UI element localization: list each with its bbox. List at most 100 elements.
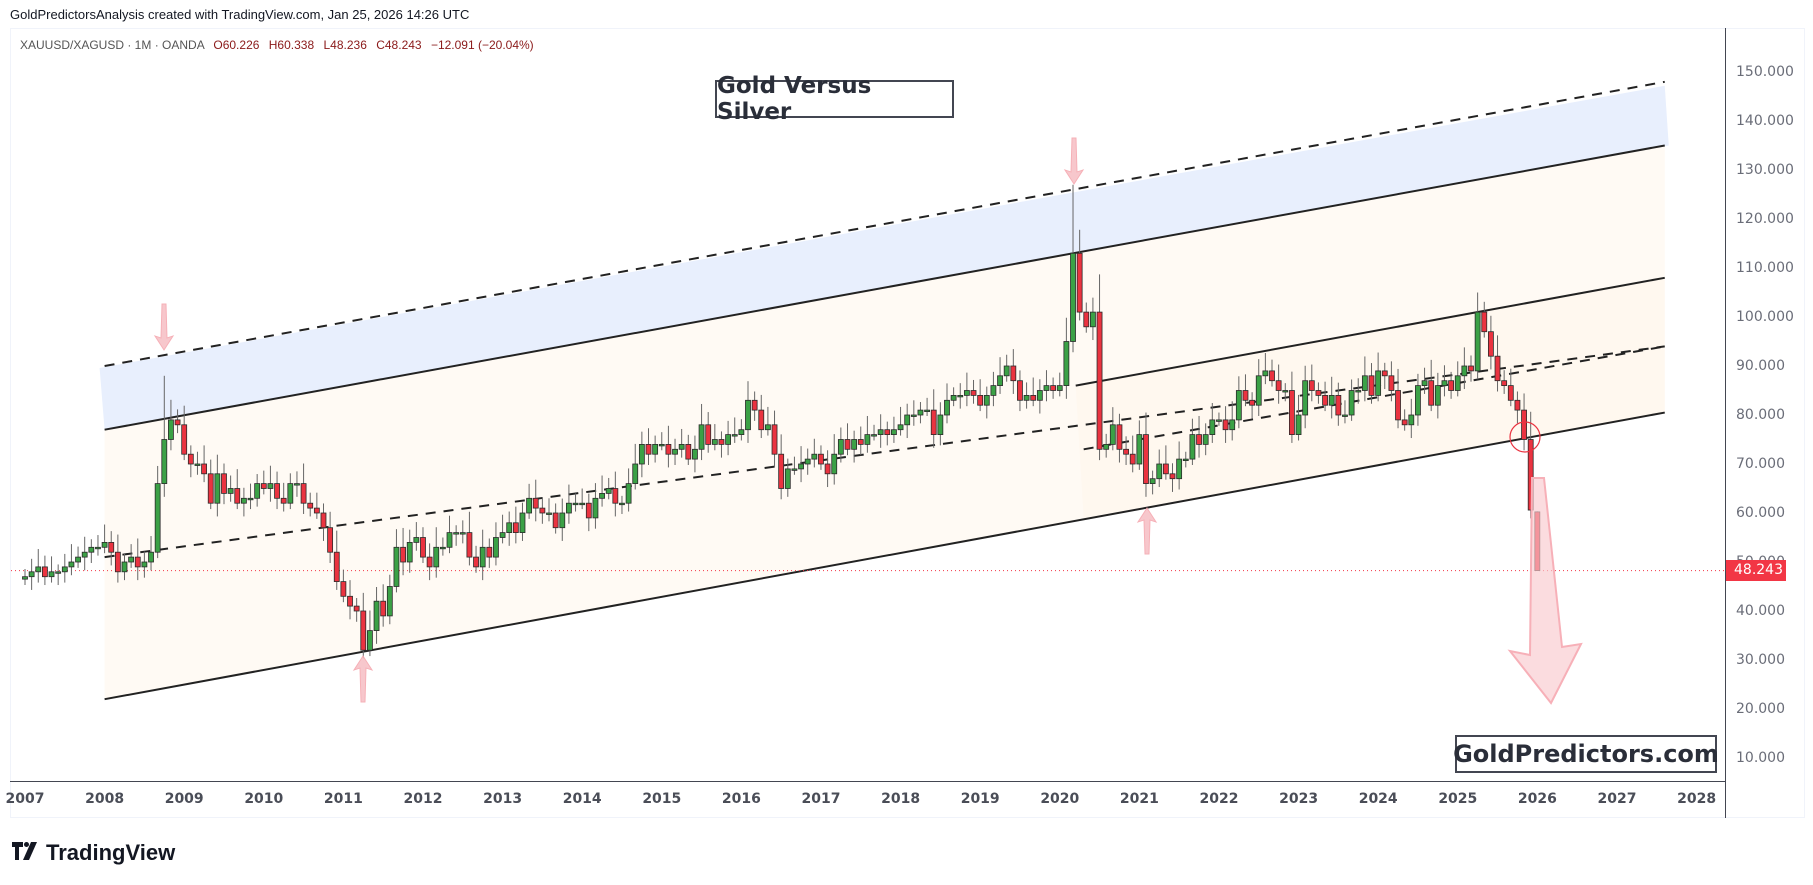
candle [937, 402, 944, 446]
candle-body-up [1235, 390, 1242, 421]
candle [479, 529, 486, 581]
candle-body-up [1295, 414, 1302, 436]
candle [1322, 381, 1328, 412]
price-axis[interactable] [1725, 28, 1806, 818]
candle [493, 522, 499, 566]
candle [168, 399, 174, 451]
candle-body-up [891, 429, 897, 436]
candle [811, 438, 818, 468]
candle [678, 428, 685, 458]
brand-watermark-annotation[interactable]: GoldPredictors.com [1453, 735, 1719, 773]
breakdown-circle-icon [1509, 421, 1541, 453]
candle-body-up [1408, 414, 1415, 426]
candle-body-down [1388, 375, 1395, 391]
candle [95, 535, 101, 556]
candle-body-up [579, 502, 586, 506]
candle-body-down [187, 453, 194, 465]
candle [1182, 451, 1189, 468]
tradingview-logo-text: TradingView [46, 840, 176, 865]
candle-body-up [572, 502, 579, 506]
candle [327, 511, 334, 563]
candle-body-down [1494, 355, 1501, 382]
candle [1501, 370, 1508, 394]
candle [1494, 335, 1501, 392]
candle [851, 430, 858, 463]
candle [585, 493, 592, 532]
candle [254, 474, 261, 507]
candle [718, 431, 725, 458]
candle [1302, 365, 1309, 429]
price-axis-label: 130.000 [1736, 162, 1794, 178]
candle [957, 383, 964, 409]
candle [360, 592, 367, 659]
candle-body-up [917, 409, 924, 416]
candle [406, 529, 413, 573]
chart-title-annotation[interactable]: Gold Versus Silver [715, 73, 954, 125]
candle [300, 463, 307, 514]
tradingview-logo-icon [12, 841, 38, 866]
time-axis[interactable] [10, 781, 1725, 819]
candle [1428, 359, 1435, 412]
current-price-badge: 48.243 [1726, 560, 1786, 581]
candle [857, 426, 864, 456]
candle-body-up [1176, 458, 1183, 480]
candle [486, 538, 493, 568]
candle-body-up [95, 546, 101, 550]
candle [625, 468, 632, 512]
candle-body-down [884, 429, 891, 436]
time-axis-label: 2027 [1597, 791, 1637, 807]
candle-body-up [1070, 252, 1076, 342]
candle [1355, 378, 1362, 404]
candle-body-down [1468, 365, 1474, 372]
candle-body-down [1322, 394, 1328, 406]
candle-body-up [672, 448, 678, 455]
candle-body-down [1381, 370, 1388, 377]
candle [181, 405, 188, 461]
candle [201, 445, 207, 483]
candle-body-up [851, 439, 858, 450]
candle-body-up [61, 566, 68, 573]
candle-body-up [1434, 385, 1441, 406]
candle [552, 503, 559, 534]
candle [287, 473, 294, 510]
symbol-legend[interactable]: XAUUSD/XAGUSD · 1M · OANDA O60.226 H60.3… [20, 38, 534, 52]
candle [738, 419, 745, 441]
candle-body-up [287, 483, 294, 504]
candle [1162, 445, 1169, 480]
candle [619, 495, 625, 514]
candle-body-up [386, 586, 393, 617]
candle [1454, 361, 1461, 397]
candle-body-up [831, 453, 838, 475]
candle [101, 524, 108, 554]
candle-body-down [1428, 380, 1435, 406]
tradingview-logo[interactable]: TradingView [12, 840, 175, 866]
candle-body-down [539, 507, 546, 514]
candle [572, 493, 579, 512]
candle [1481, 301, 1488, 338]
candle-body-down [473, 556, 479, 568]
candle [1090, 297, 1096, 341]
candle [599, 475, 605, 507]
candle-body-up [904, 414, 911, 426]
candle [1070, 184, 1076, 353]
candle [864, 415, 871, 453]
candle [818, 445, 824, 470]
candle [1143, 412, 1149, 497]
candle-body-up [950, 394, 957, 401]
candle-body-up [897, 424, 904, 431]
candle [207, 459, 214, 510]
candle [930, 389, 937, 448]
candle [1375, 352, 1382, 402]
arrow-up-2011-low-icon [352, 655, 374, 703]
candle-body-down [1308, 380, 1315, 391]
time-axis-label: 2007 [5, 791, 45, 807]
candle [526, 483, 533, 519]
arrow-down-2008-high-icon [153, 303, 175, 351]
candle-body-down [1514, 399, 1521, 411]
candle-body-up [692, 448, 698, 460]
time-axis-label: 2009 [164, 791, 204, 807]
candle-body-up [658, 443, 665, 447]
time-axis-label: 2026 [1517, 791, 1557, 807]
candle [48, 556, 55, 583]
